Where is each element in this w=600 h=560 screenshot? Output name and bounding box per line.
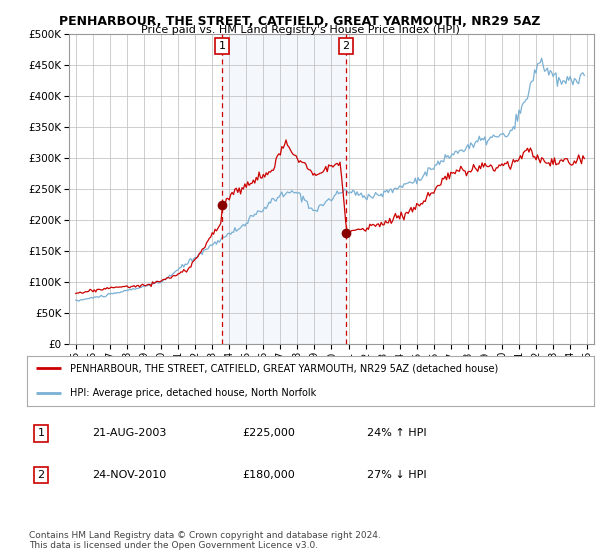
Text: PENHARBOUR, THE STREET, CATFIELD, GREAT YARMOUTH, NR29 5AZ (detached house): PENHARBOUR, THE STREET, CATFIELD, GREAT … [70,363,498,373]
Text: 2: 2 [342,41,349,51]
Bar [222,34,346,344]
Text: PENHARBOUR, THE STREET, CATFIELD, GREAT YARMOUTH, NR29 5AZ: PENHARBOUR, THE STREET, CATFIELD, GREAT … [59,15,541,27]
Text: 24-NOV-2010: 24-NOV-2010 [92,470,166,480]
Text: Price paid vs. HM Land Registry's House Price Index (HPI): Price paid vs. HM Land Registry's House … [140,25,460,35]
Text: £180,000: £180,000 [242,470,295,480]
Text: 24% ↑ HPI: 24% ↑ HPI [367,428,427,438]
Text: 21-AUG-2003: 21-AUG-2003 [92,428,167,438]
Text: 1: 1 [218,41,226,51]
Text: Contains HM Land Registry data © Crown copyright and database right 2024.
This d: Contains HM Land Registry data © Crown c… [29,530,380,550]
Text: 1: 1 [38,428,44,438]
Text: 2: 2 [38,470,45,480]
Text: 27% ↓ HPI: 27% ↓ HPI [367,470,427,480]
Text: HPI: Average price, detached house, North Norfolk: HPI: Average price, detached house, Nort… [70,389,316,398]
Text: £225,000: £225,000 [242,428,295,438]
